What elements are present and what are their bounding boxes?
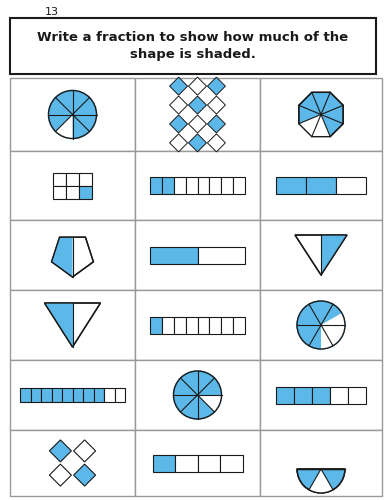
Bar <box>10 290 135 360</box>
Bar <box>10 78 135 151</box>
Bar <box>175 454 198 471</box>
Bar <box>233 316 245 334</box>
Wedge shape <box>321 313 345 349</box>
Polygon shape <box>49 440 71 462</box>
Bar <box>62 388 73 402</box>
Polygon shape <box>169 134 188 152</box>
Text: Write a fraction to show how much of the
shape is shaded.: Write a fraction to show how much of the… <box>37 31 349 61</box>
Bar <box>312 386 330 404</box>
Bar <box>83 388 93 402</box>
Bar <box>135 220 260 290</box>
Polygon shape <box>44 303 100 347</box>
Circle shape <box>297 301 345 349</box>
Bar <box>186 177 198 194</box>
Bar <box>209 177 221 194</box>
Bar <box>198 177 209 194</box>
Bar <box>276 177 306 194</box>
Bar <box>209 316 221 334</box>
Bar <box>10 430 135 496</box>
Bar <box>20 388 30 402</box>
Bar <box>186 316 198 334</box>
Bar <box>150 316 162 334</box>
Polygon shape <box>207 134 225 152</box>
Bar <box>260 360 382 430</box>
Bar <box>348 386 366 404</box>
Bar <box>66 172 79 186</box>
Bar <box>174 316 186 334</box>
Polygon shape <box>207 77 225 95</box>
Polygon shape <box>169 115 188 133</box>
Bar <box>93 388 104 402</box>
Bar <box>233 177 245 194</box>
Bar <box>294 386 312 404</box>
Bar <box>162 316 174 334</box>
Bar <box>260 430 382 496</box>
Bar <box>174 177 186 194</box>
Polygon shape <box>52 237 93 277</box>
Bar <box>10 18 376 74</box>
Polygon shape <box>169 77 188 95</box>
Bar <box>330 386 348 404</box>
Bar <box>53 172 66 186</box>
Bar <box>10 220 135 290</box>
Bar <box>162 177 174 194</box>
Bar <box>10 151 135 220</box>
Bar <box>104 388 115 402</box>
Polygon shape <box>74 440 96 462</box>
Bar <box>276 386 294 404</box>
Bar <box>135 78 260 151</box>
Polygon shape <box>299 92 343 136</box>
Polygon shape <box>188 77 207 95</box>
Bar <box>221 177 233 194</box>
Bar <box>135 360 260 430</box>
Bar <box>66 186 79 198</box>
Bar <box>135 290 260 360</box>
Bar <box>135 430 260 496</box>
Circle shape <box>49 90 96 138</box>
Bar <box>260 290 382 360</box>
Wedge shape <box>56 114 73 138</box>
Polygon shape <box>188 96 207 114</box>
Wedge shape <box>297 469 345 493</box>
Bar <box>306 177 336 194</box>
Bar <box>152 454 175 471</box>
Polygon shape <box>188 134 207 152</box>
Wedge shape <box>198 395 222 412</box>
Bar <box>336 177 366 194</box>
Wedge shape <box>309 469 333 493</box>
Bar <box>73 388 83 402</box>
Bar <box>198 454 220 471</box>
Bar <box>53 186 66 198</box>
Bar <box>30 388 41 402</box>
Polygon shape <box>74 464 96 486</box>
Bar <box>220 454 242 471</box>
Bar <box>260 151 382 220</box>
Bar <box>260 220 382 290</box>
Bar <box>150 246 198 264</box>
Polygon shape <box>295 235 347 275</box>
Bar <box>79 186 92 198</box>
Bar <box>51 388 62 402</box>
Bar <box>79 172 92 186</box>
Bar <box>150 177 162 194</box>
Wedge shape <box>297 114 331 140</box>
Bar <box>135 151 260 220</box>
Circle shape <box>173 371 222 419</box>
Polygon shape <box>52 233 73 277</box>
Bar <box>115 388 125 402</box>
Bar <box>10 360 135 430</box>
Polygon shape <box>207 115 225 133</box>
Bar <box>198 316 209 334</box>
Polygon shape <box>44 303 73 347</box>
Bar <box>221 316 233 334</box>
Bar <box>41 388 51 402</box>
Polygon shape <box>321 235 347 275</box>
Polygon shape <box>169 96 188 114</box>
Bar <box>260 78 382 151</box>
Polygon shape <box>49 464 71 486</box>
Polygon shape <box>207 96 225 114</box>
Text: 13: 13 <box>45 7 59 17</box>
Polygon shape <box>188 115 207 133</box>
Bar <box>198 246 245 264</box>
